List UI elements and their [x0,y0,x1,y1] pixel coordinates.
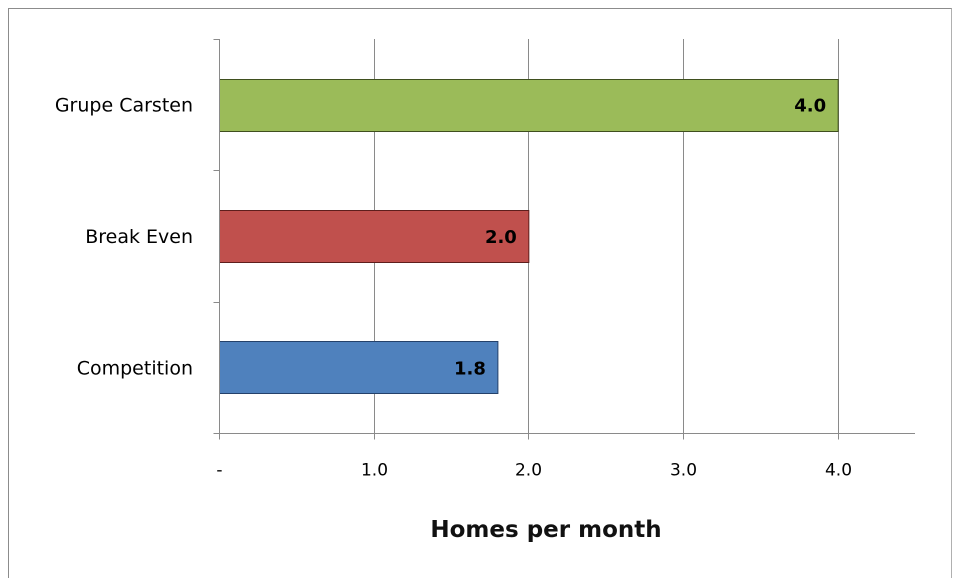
data-label-2: 1.8 [454,358,486,379]
labels: 4.0 Grupe Carsten 2.0 Break Even 1.8 Competit… [55,95,852,481]
bar-break-even [219,210,530,263]
bar-grupe-carsten [219,79,839,132]
bar-chart: 4.0 Grupe Carsten 2.0 Break Even 1.8 Competit… [55,39,915,543]
data-label-1: 2.0 [485,227,517,248]
x-tick-label-0: - [216,461,222,481]
x-tick-label-2: 2.0 [515,461,542,481]
x-tick-label-1: 1.0 [361,461,388,481]
chart-frame: 4.0 Grupe Carsten 2.0 Break Even 1.8 Competit… [8,8,952,578]
x-tick-label-4: 4.0 [825,461,852,481]
bars [219,79,839,394]
x-axis-title: Homes per month [430,517,661,543]
data-label-0: 4.0 [794,96,826,117]
category-label-0: Grupe Carsten [55,95,193,117]
category-label-1: Break Even [85,226,193,248]
x-tick-label-3: 3.0 [670,461,697,481]
bar-competition [219,341,499,394]
category-label-2: Competition [77,357,193,379]
axes [213,39,915,440]
